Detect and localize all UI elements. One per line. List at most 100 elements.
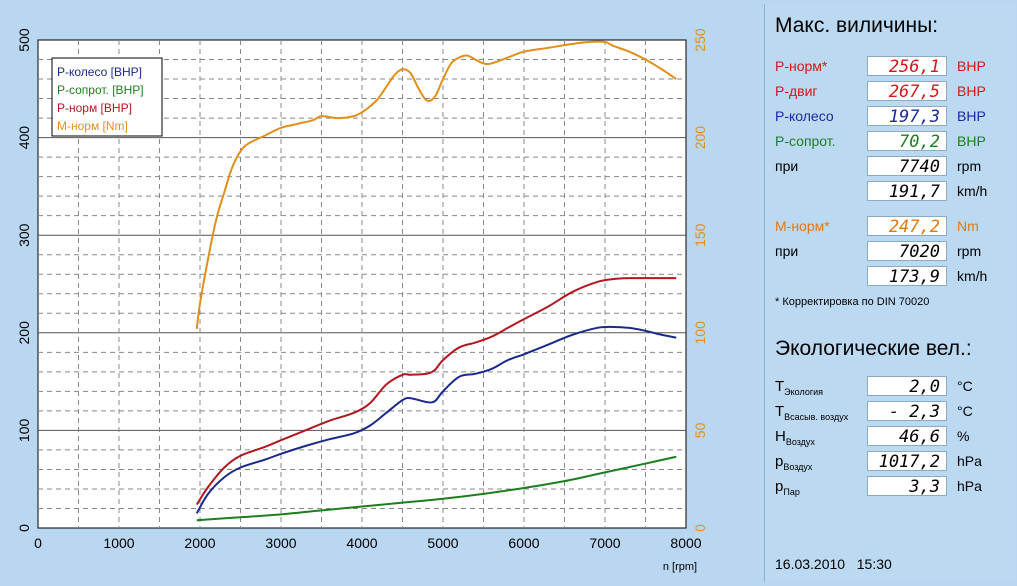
max-value-display: 173,9 [867, 266, 947, 287]
eco-value-display: 2,0 [867, 376, 947, 397]
max-value-label: P-двиг [775, 83, 818, 99]
max-value-row: при 7740 rpm [775, 156, 1015, 178]
eco-subscript: Экология [784, 387, 824, 397]
legend-box [51, 57, 163, 137]
max-value-row: 191,7 km/h [775, 181, 1015, 203]
series-line-3 [195, 40, 677, 330]
max-value-label: M-норм* [775, 218, 830, 234]
eco-value-display: - 2,3 [867, 401, 947, 422]
max-value-display: 267,5 [867, 81, 947, 102]
legend-entry: M-норм [Nm] [57, 119, 128, 133]
eco-value-row: HВоздух 46,6% [775, 426, 1015, 448]
din-footnote: * Корректировка по DIN 70020 [775, 296, 930, 308]
eco-values-title: Экологические вел.: [775, 337, 972, 360]
max-value-unit: BHP [957, 58, 986, 74]
max-value-row: P-норм* 256,1 BHP [775, 56, 1015, 78]
x-tick-label: 5000 [427, 535, 458, 551]
x-tick-label: 2000 [184, 535, 215, 551]
max-value-label: P-сопрот. [775, 133, 836, 149]
max-value-unit: km/h [957, 183, 988, 199]
max-value-row: 173,9 km/h [775, 266, 1015, 288]
series-line-1 [196, 455, 677, 522]
max-value-row: P-колесо 197,3 BHP [775, 106, 1015, 128]
max-value-display: 247,2 [867, 216, 947, 237]
results-panel: Макс. виличины: P-норм* 256,1 BHP P-двиг 267… [764, 4, 1016, 582]
eco-value-unit: hPa [957, 453, 982, 469]
series-line-2 [195, 277, 677, 506]
max-value-row: при 7020 rpm [775, 241, 1015, 263]
max-value-label: при [775, 243, 799, 259]
max-value-label: при [775, 158, 799, 174]
eco-value-row: TЭкология 2,0 °C [775, 376, 1015, 398]
eco-value-unit: hPa [957, 478, 982, 494]
y-tick-label-left: 300 [16, 223, 32, 247]
max-value-row: M-норм* 247,2 Nm [775, 216, 1015, 238]
eco-value-label: pПар [775, 478, 800, 497]
eco-value-display: 1017,2 [867, 451, 947, 472]
y-tick-label-left: 200 [16, 321, 32, 345]
max-value-unit: Nm [957, 218, 979, 234]
eco-value-display: 46,6 [867, 426, 947, 447]
max-value-label: P-колесо [775, 108, 834, 124]
max-value-display: 197,3 [867, 106, 947, 127]
y-tick-label-left: 500 [16, 28, 32, 52]
max-value-display: 7020 [867, 241, 947, 262]
eco-value-row: pПар 3,3 hPa [775, 476, 1015, 498]
eco-subscript: Воздух [783, 462, 813, 472]
x-tick-label: 1000 [103, 535, 134, 551]
x-tick-label: 7000 [589, 535, 620, 551]
eco-symbol: T [775, 403, 785, 420]
max-value-unit: BHP [957, 83, 986, 99]
max-value-row: P-сопрот. 70,2 BHP [775, 131, 1015, 153]
max-value-label: P-норм* [775, 58, 828, 74]
eco-value-unit: °C [957, 378, 973, 394]
eco-value-unit: °C [957, 403, 973, 419]
y-tick-label-right: 250 [692, 28, 708, 52]
eco-subscript: Всасыв. воздух [784, 412, 849, 422]
eco-symbol: p [775, 478, 784, 495]
legend-entry: P-норм [BHP] [57, 101, 132, 115]
max-value-unit: rpm [957, 243, 982, 259]
x-tick-label: 3000 [265, 535, 296, 551]
y-tick-label-right: 200 [692, 126, 708, 150]
legend-entry: P-колесо [BHP] [57, 65, 142, 79]
eco-symbol: H [775, 428, 786, 445]
max-values-title: Макс. виличины: [775, 14, 939, 37]
y-tick-label-right: 50 [692, 422, 708, 438]
max-value-display: 70,2 [867, 131, 947, 152]
max-value-row: P-двиг 267,5 BHP [775, 81, 1015, 103]
eco-value-row: pВоздух 1017,2 hPa [775, 451, 1015, 473]
eco-value-label: TЭкология [775, 378, 823, 397]
y-tick-label-right: 150 [692, 223, 708, 247]
y-tick-label-left: 100 [16, 419, 32, 443]
x-tick-label: 8000 [670, 535, 701, 551]
max-value-display: 256,1 [867, 56, 947, 77]
legend-entry: P-сопрот. [BHP] [57, 83, 144, 97]
y-tick-label-left: 400 [16, 126, 32, 150]
eco-value-display: 3,3 [867, 476, 947, 497]
max-value-display: 7740 [867, 156, 947, 177]
chart-area: 0 100 200 300 400 500 0 50 100 150 200 250 0 1000 2000… [16, 28, 708, 573]
y-tick-label-right: 100 [692, 321, 708, 345]
eco-value-label: HВоздух [775, 428, 815, 447]
max-value-unit: rpm [957, 158, 982, 174]
max-value-display: 191,7 [867, 181, 947, 202]
eco-value-label: pВоздух [775, 453, 812, 472]
eco-value-unit: % [957, 428, 970, 444]
y-tick-label-right: 0 [692, 524, 708, 532]
eco-subscript: Пар [783, 487, 800, 497]
max-value-unit: BHP [957, 108, 986, 124]
time-text: 15:30 [856, 556, 892, 572]
x-tick-label: 4000 [346, 535, 377, 551]
timestamp: 16.03.2010 15:30 [775, 556, 892, 572]
date-text: 16.03.2010 [775, 556, 846, 572]
x-tick-label: 6000 [508, 535, 539, 551]
eco-symbol: p [775, 453, 784, 470]
eco-value-label: TВсасыв. воздух [775, 403, 848, 422]
series-line-0 [195, 325, 677, 514]
x-tick-label: 0 [34, 535, 42, 551]
eco-subscript: Воздух [785, 437, 815, 447]
y-tick-label-left: 0 [16, 524, 32, 532]
eco-symbol: T [775, 378, 785, 395]
